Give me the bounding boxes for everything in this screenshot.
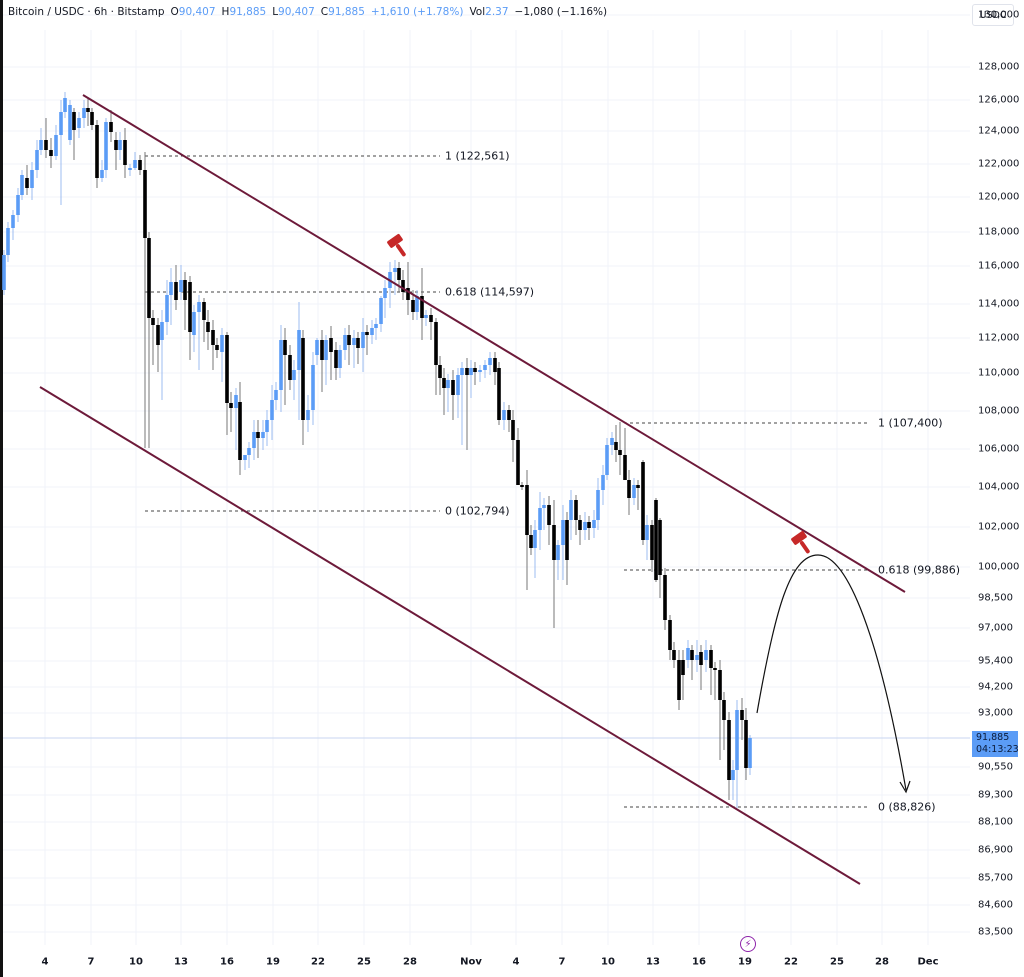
time-tick-label: 4 <box>512 956 520 968</box>
time-tick-label: 22 <box>784 956 798 968</box>
time-tick-label: 10 <box>129 956 143 968</box>
price-tick-label: 120,000 <box>978 191 1020 203</box>
open-label: O <box>170 6 179 18</box>
price-tick-label: 128,000 <box>978 61 1020 73</box>
currency-selector[interactable]: USDC <box>972 4 1014 26</box>
price-tick-label: 104,000 <box>978 481 1020 493</box>
price-tick-label: 94,200 <box>978 681 1013 693</box>
time-tick-label: 7 <box>558 956 566 968</box>
time-tick-label: 13 <box>646 956 660 968</box>
high-label: H <box>221 6 230 18</box>
time-tick-label: 25 <box>357 956 371 968</box>
price-tick-label: 88,100 <box>978 816 1013 828</box>
price-tick-label: 110,000 <box>978 367 1020 379</box>
channel-lower-line[interactable] <box>39 386 861 885</box>
fib-level-label: 1 (122,561) <box>445 149 510 163</box>
price-tick-label: 90,550 <box>978 761 1013 773</box>
fib-level-label: 0.618 (114,597) <box>445 285 535 299</box>
time-tick-label: 19 <box>266 956 280 968</box>
price-tick-label: 114,000 <box>978 298 1020 310</box>
time-tick-label: 28 <box>875 956 889 968</box>
last-price-value: 91,885 <box>976 732 1010 743</box>
price-tick-label: 122,000 <box>978 158 1020 170</box>
fib-lines <box>145 155 870 808</box>
symbol-legend: Bitcoin / USDC · 6h · Bitstamp O 90,407 H… <box>8 6 607 18</box>
price-tick-label: 84,600 <box>978 899 1013 911</box>
time-tick-label: Nov <box>460 956 482 968</box>
price-tick-label: 108,000 <box>978 405 1020 417</box>
price-tick-label: 102,000 <box>978 521 1020 533</box>
time-tick-label: 19 <box>738 956 752 968</box>
candlesticks <box>2 92 752 808</box>
time-tick-label: 4 <box>41 956 49 968</box>
time-tick-label: 22 <box>311 956 325 968</box>
grid-lines <box>3 14 970 945</box>
time-tick-label: 16 <box>220 956 234 968</box>
close-value: 91,885 <box>328 6 365 18</box>
fib-level-label: 0 (102,794) <box>445 504 510 518</box>
bar-countdown: 04:13:23 <box>976 744 1019 755</box>
change-value: +1,610 (+1.78%) <box>370 6 464 18</box>
price-tick-label: 112,000 <box>978 332 1020 344</box>
price-tick-label: 85,700 <box>978 872 1013 884</box>
lightning-event-icon[interactable]: ⚡ <box>740 936 756 952</box>
price-tick-label: 106,000 <box>978 443 1020 455</box>
hammer-icon <box>387 233 406 257</box>
price-tick-label: 97,000 <box>978 622 1013 634</box>
price-tick-label: 86,900 <box>978 844 1013 856</box>
time-tick-label: Dec <box>917 956 939 968</box>
volume-label: Vol <box>469 6 486 18</box>
last-price-tag: 91,885 04:13:23 <box>972 731 1019 757</box>
time-tick-label: 16 <box>692 956 706 968</box>
volume-change: −1,080 (−1.16%) <box>514 6 608 18</box>
price-tick-label: 98,500 <box>978 592 1013 604</box>
volume-value: 2.37 <box>485 6 509 18</box>
low-value: 90,407 <box>278 6 315 18</box>
price-tick-label: 100,000 <box>978 561 1020 573</box>
fib-level-label: 0 (88,826) <box>878 800 936 814</box>
low-label: L <box>272 6 279 18</box>
time-tick-label: 7 <box>87 956 95 968</box>
time-tick-label: 13 <box>174 956 188 968</box>
hammer-icon <box>791 530 810 554</box>
price-tick-label: 95,400 <box>978 655 1013 667</box>
price-tick-label: 83,500 <box>978 926 1013 938</box>
time-tick-label: 10 <box>601 956 615 968</box>
price-tick-label: 93,000 <box>978 707 1013 719</box>
open-value: 90,407 <box>178 6 216 18</box>
price-tick-label: 116,000 <box>978 260 1020 272</box>
channel-upper-line[interactable] <box>82 94 906 593</box>
projection-arc[interactable] <box>756 554 911 794</box>
descending-channel[interactable] <box>39 94 906 885</box>
price-tick-label: 118,000 <box>978 226 1020 238</box>
price-tick-label: 130,000 <box>978 9 1020 21</box>
high-value: 91,885 <box>229 6 267 18</box>
symbol-title[interactable]: Bitcoin / USDC · 6h · Bitstamp <box>8 6 165 18</box>
close-label: C <box>320 6 329 18</box>
fib-level-label: 1 (107,400) <box>878 416 943 430</box>
price-tick-label: 124,000 <box>978 125 1020 137</box>
price-tick-label: 89,300 <box>978 789 1013 801</box>
time-tick-label: 25 <box>830 956 844 968</box>
fib-level-label: 0.618 (99,886) <box>878 563 961 577</box>
time-tick-label: 28 <box>403 956 417 968</box>
price-tick-label: 126,000 <box>978 94 1020 106</box>
